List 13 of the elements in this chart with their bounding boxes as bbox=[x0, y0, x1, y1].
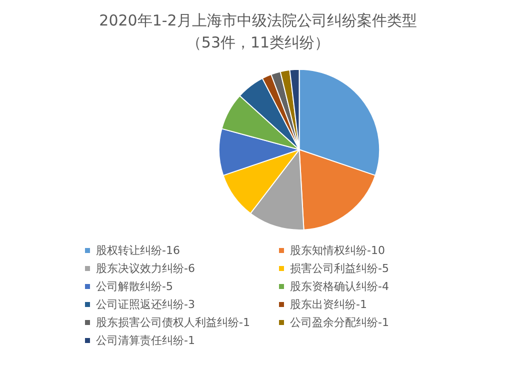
legend-label: 股东决议效力纠纷-6 bbox=[96, 262, 195, 275]
legend-label: 股东资格确认纠纷-4 bbox=[290, 280, 389, 293]
chart-title: 2020年1-2月上海市中级法院公司纠纷案件类型 bbox=[99, 12, 417, 30]
legend-label: 股东出资纠纷-1 bbox=[290, 298, 367, 311]
legend-label: 公司解散纠纷-5 bbox=[96, 280, 173, 293]
legend-label: 公司证照返还纠纷-3 bbox=[96, 298, 195, 311]
legend-label: 公司清算责任纠纷-1 bbox=[96, 334, 195, 347]
legend-label: 损害公司利益纠纷-5 bbox=[290, 262, 389, 275]
legend-label: 股东损害公司债权人利益纠纷-1 bbox=[96, 316, 250, 329]
legend-label: 股东知情权纠纷-10 bbox=[290, 244, 385, 257]
chart-subtitle: （53件，11类纠纷） bbox=[186, 34, 330, 52]
legend-label: 股权转让纠纷-16 bbox=[96, 244, 180, 257]
legend-label: 公司盈余分配纠纷-1 bbox=[290, 316, 389, 329]
